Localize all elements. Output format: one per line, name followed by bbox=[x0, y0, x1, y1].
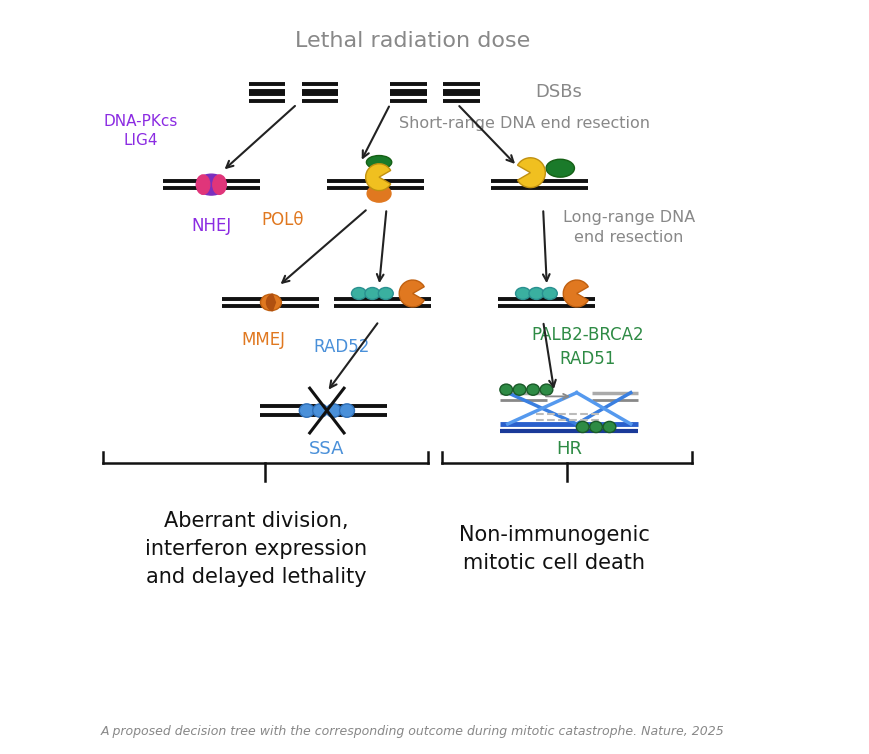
Ellipse shape bbox=[515, 287, 530, 299]
Text: DNA-PKcs
LIG4: DNA-PKcs LIG4 bbox=[103, 114, 177, 149]
Ellipse shape bbox=[196, 174, 226, 195]
Wedge shape bbox=[562, 280, 587, 307]
Ellipse shape bbox=[351, 287, 366, 299]
Text: Lethal radiation dose: Lethal radiation dose bbox=[295, 32, 529, 51]
Text: POLθ: POLθ bbox=[261, 211, 303, 229]
Text: Aberrant division,
interferon expression
and delayed lethality: Aberrant division, interferon expression… bbox=[145, 510, 367, 587]
Wedge shape bbox=[365, 164, 390, 191]
Ellipse shape bbox=[589, 421, 601, 433]
Wedge shape bbox=[266, 294, 275, 311]
Text: DSBs: DSBs bbox=[535, 83, 582, 101]
Ellipse shape bbox=[326, 404, 341, 417]
Ellipse shape bbox=[364, 287, 380, 299]
Ellipse shape bbox=[540, 384, 552, 395]
Ellipse shape bbox=[541, 287, 557, 299]
Text: Short-range DNA end resection: Short-range DNA end resection bbox=[399, 116, 649, 131]
Ellipse shape bbox=[575, 421, 588, 433]
Ellipse shape bbox=[339, 404, 354, 417]
Text: MMEJ: MMEJ bbox=[242, 331, 285, 348]
Ellipse shape bbox=[526, 384, 539, 395]
Ellipse shape bbox=[299, 404, 314, 417]
Wedge shape bbox=[517, 158, 545, 188]
Text: Long-range DNA
end resection: Long-range DNA end resection bbox=[562, 210, 694, 245]
Wedge shape bbox=[399, 280, 424, 307]
Ellipse shape bbox=[378, 287, 393, 299]
Ellipse shape bbox=[602, 421, 615, 433]
Ellipse shape bbox=[366, 155, 391, 169]
Ellipse shape bbox=[513, 384, 526, 395]
Text: A proposed decision tree with the corresponding outcome during mitotic catastrop: A proposed decision tree with the corres… bbox=[101, 725, 724, 737]
Text: PALB2-BRCA2
RAD51: PALB2-BRCA2 RAD51 bbox=[531, 326, 643, 368]
Ellipse shape bbox=[367, 185, 390, 202]
Ellipse shape bbox=[546, 159, 574, 177]
Ellipse shape bbox=[528, 287, 543, 299]
Ellipse shape bbox=[213, 175, 226, 195]
Text: HR: HR bbox=[555, 440, 581, 458]
Text: SSA: SSA bbox=[308, 440, 344, 458]
Text: RAD52: RAD52 bbox=[313, 339, 369, 356]
Ellipse shape bbox=[312, 404, 328, 417]
Ellipse shape bbox=[196, 175, 209, 195]
Text: NHEJ: NHEJ bbox=[191, 216, 231, 234]
Ellipse shape bbox=[260, 294, 281, 311]
Text: Non-immunogenic
mitotic cell death: Non-immunogenic mitotic cell death bbox=[458, 525, 649, 572]
Ellipse shape bbox=[500, 384, 512, 395]
